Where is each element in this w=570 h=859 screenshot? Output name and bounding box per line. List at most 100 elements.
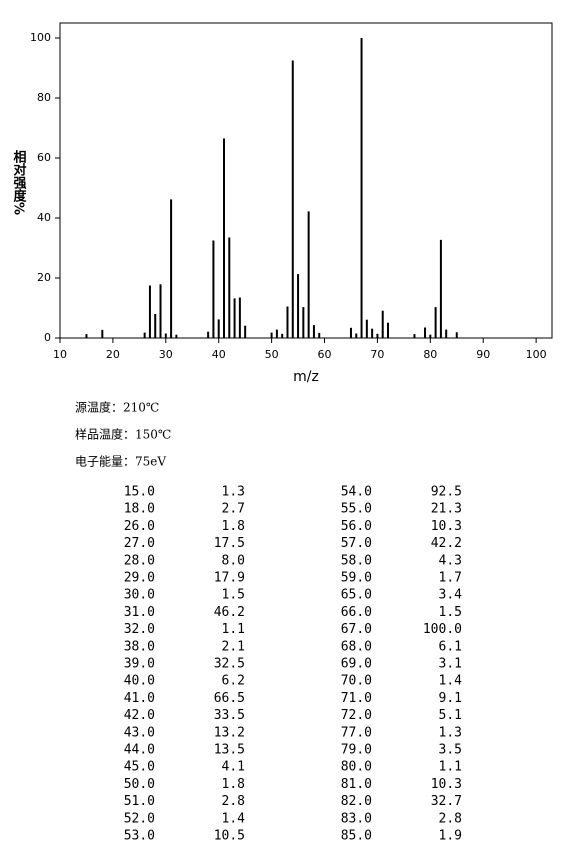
- mz-cell: 43.0: [124, 725, 155, 740]
- intensity-cell: 42.2: [431, 536, 462, 551]
- mz-cell: 77.0: [341, 725, 372, 740]
- intensity-cell: 10.3: [431, 777, 462, 792]
- x-tick-label: 20: [106, 348, 120, 361]
- mz-cell: 52.0: [124, 811, 155, 826]
- mz-cell: 55.0: [341, 502, 372, 517]
- mz-cell: 27.0: [124, 536, 155, 551]
- x-tick-label: 40: [212, 348, 226, 361]
- intensity-cell: 17.9: [214, 571, 245, 586]
- intensity-cell: 13.2: [214, 725, 245, 740]
- mz-cell: 51.0: [124, 794, 155, 809]
- mz-cell: 31.0: [124, 605, 155, 620]
- intensity-cell: 1.1: [222, 622, 245, 637]
- y-tick-label: 100: [30, 31, 51, 44]
- mz-cell: 59.0: [341, 571, 372, 586]
- y-tick-label: 20: [37, 271, 51, 284]
- intensity-cell: 1.4: [222, 811, 246, 826]
- mz-cell: 58.0: [341, 553, 372, 568]
- intensity-cell: 3.1: [439, 657, 462, 672]
- condition: 电子能量：75eV: [75, 455, 166, 469]
- intensity-cell: 66.5: [214, 691, 245, 706]
- y-tick-label: 0: [44, 331, 51, 344]
- mz-cell: 42.0: [124, 708, 155, 723]
- x-tick-label: 100: [526, 348, 547, 361]
- mz-cell: 79.0: [341, 743, 372, 758]
- intensity-cell: 2.8: [222, 794, 245, 809]
- mz-cell: 53.0: [124, 829, 155, 844]
- mz-cell: 66.0: [341, 605, 372, 620]
- x-tick-label: 70: [370, 348, 384, 361]
- intensity-cell: 1.4: [439, 674, 463, 689]
- y-axis-label: 相对强度%: [11, 149, 27, 215]
- mz-cell: 41.0: [124, 691, 155, 706]
- mz-cell: 45.0: [124, 760, 155, 775]
- intensity-cell: 1.8: [222, 519, 245, 534]
- mz-cell: 70.0: [341, 674, 372, 689]
- mz-cell: 32.0: [124, 622, 155, 637]
- x-tick-label: 60: [318, 348, 332, 361]
- intensity-cell: 1.5: [222, 588, 245, 603]
- mz-cell: 72.0: [341, 708, 372, 723]
- intensity-cell: 4.3: [439, 553, 462, 568]
- mz-cell: 80.0: [341, 760, 372, 775]
- x-tick-label: 50: [265, 348, 279, 361]
- mz-cell: 68.0: [341, 639, 372, 654]
- y-tick-label: 60: [37, 151, 51, 164]
- mz-cell: 69.0: [341, 657, 372, 672]
- y-tick-label: 40: [37, 211, 51, 224]
- intensity-cell: 1.9: [439, 829, 462, 844]
- x-tick-label: 30: [159, 348, 173, 361]
- mz-cell: 30.0: [124, 588, 155, 603]
- intensity-cell: 1.5: [439, 605, 462, 620]
- mz-cell: 82.0: [341, 794, 372, 809]
- intensity-cell: 4.1: [222, 760, 245, 775]
- mz-cell: 67.0: [341, 622, 372, 637]
- mz-cell: 83.0: [341, 811, 372, 826]
- intensity-cell: 2.8: [439, 811, 462, 826]
- mz-cell: 50.0: [124, 777, 155, 792]
- intensity-cell: 5.1: [439, 708, 462, 723]
- intensity-cell: 3.4: [439, 588, 463, 603]
- intensity-cell: 33.5: [214, 708, 245, 723]
- intensity-cell: 46.2: [214, 605, 245, 620]
- mz-cell: 57.0: [341, 536, 372, 551]
- x-axis-label: m/z: [293, 369, 319, 385]
- mz-cell: 38.0: [124, 639, 155, 654]
- plot-frame: [59, 22, 553, 339]
- mz-cell: 65.0: [341, 588, 372, 603]
- mz-cell: 28.0: [124, 553, 155, 568]
- intensity-cell: 1.3: [439, 725, 462, 740]
- intensity-cell: 32.7: [431, 794, 462, 809]
- mz-cell: 44.0: [124, 743, 155, 758]
- intensity-cell: 8.0: [222, 553, 245, 568]
- mz-cell: 39.0: [124, 657, 155, 672]
- intensity-cell: 17.5: [214, 536, 245, 551]
- mz-cell: 18.0: [124, 502, 155, 517]
- intensity-cell: 13.5: [214, 743, 245, 758]
- y-tick-label: 80: [37, 91, 51, 104]
- x-tick-label: 80: [423, 348, 437, 361]
- mz-cell: 29.0: [124, 571, 155, 586]
- intensity-cell: 3.5: [439, 743, 462, 758]
- intensity-cell: 10.3: [431, 519, 462, 534]
- intensity-cell: 10.5: [214, 829, 245, 844]
- intensity-cell: 1.7: [439, 571, 462, 586]
- intensity-cell: 1.8: [222, 777, 245, 792]
- condition: 源温度：210℃: [75, 400, 159, 415]
- intensity-cell: 32.5: [214, 657, 245, 672]
- mz-cell: 40.0: [124, 674, 155, 689]
- condition: 样品温度：150℃: [75, 427, 171, 442]
- mz-cell: 15.0: [124, 485, 155, 500]
- intensity-cell: 92.5: [431, 485, 462, 500]
- mz-cell: 71.0: [341, 691, 372, 706]
- intensity-cell: 6.2: [222, 674, 245, 689]
- intensity-cell: 9.1: [439, 691, 462, 706]
- intensity-cell: 21.3: [431, 502, 462, 517]
- intensity-cell: 1.1: [439, 760, 462, 775]
- intensity-cell: 100.0: [423, 622, 462, 637]
- mz-cell: 81.0: [341, 777, 372, 792]
- x-tick-label: 10: [53, 348, 67, 361]
- intensity-cell: 2.7: [222, 502, 245, 517]
